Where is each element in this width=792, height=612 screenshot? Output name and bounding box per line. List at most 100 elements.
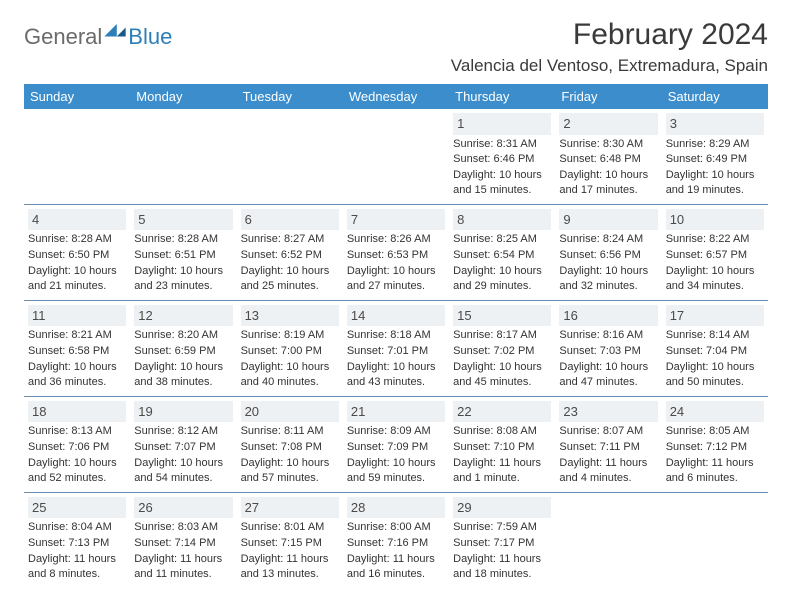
day-cell: 3Sunrise: 8:29 AMSunset: 6:49 PMDaylight… xyxy=(662,109,768,204)
sunset-text: Sunset: 7:09 PM xyxy=(347,440,445,455)
day-cell: 20Sunrise: 8:11 AMSunset: 7:08 PMDayligh… xyxy=(237,396,343,492)
sunrise-text: Sunrise: 8:20 AM xyxy=(134,328,232,343)
sunrise-text: Sunrise: 8:21 AM xyxy=(28,328,126,343)
daylight-text: Daylight: 11 hours and 4 minutes. xyxy=(559,456,657,486)
day-cell: 5Sunrise: 8:28 AMSunset: 6:51 PMDaylight… xyxy=(130,204,236,300)
day-cell xyxy=(237,109,343,204)
day-cell: 24Sunrise: 8:05 AMSunset: 7:12 PMDayligh… xyxy=(662,396,768,492)
sunrise-text: Sunrise: 8:04 AM xyxy=(28,520,126,535)
sunrise-text: Sunrise: 8:28 AM xyxy=(134,232,232,247)
daylight-text: Daylight: 11 hours and 6 minutes. xyxy=(666,456,764,486)
sunrise-text: Sunrise: 8:27 AM xyxy=(241,232,339,247)
daylight-text: Daylight: 11 hours and 16 minutes. xyxy=(347,552,445,582)
daylight-text: Daylight: 11 hours and 11 minutes. xyxy=(134,552,232,582)
day-cell: 21Sunrise: 8:09 AMSunset: 7:09 PMDayligh… xyxy=(343,396,449,492)
day-number: 8 xyxy=(453,209,551,231)
day-number: 9 xyxy=(559,209,657,231)
title-block: February 2024 Valencia del Ventoso, Extr… xyxy=(451,18,768,76)
sunrise-text: Sunrise: 8:28 AM xyxy=(28,232,126,247)
sunrise-text: Sunrise: 8:09 AM xyxy=(347,424,445,439)
day-number: 11 xyxy=(28,305,126,327)
day-number: 23 xyxy=(559,401,657,423)
sunrise-text: Sunrise: 8:03 AM xyxy=(134,520,232,535)
daylight-text: Daylight: 10 hours and 38 minutes. xyxy=(134,360,232,390)
day-header-saturday: Saturday xyxy=(662,84,768,109)
logo: General Blue xyxy=(24,24,172,50)
day-cell xyxy=(662,492,768,587)
day-cell xyxy=(555,492,661,587)
day-cell: 22Sunrise: 8:08 AMSunset: 7:10 PMDayligh… xyxy=(449,396,555,492)
daylight-text: Daylight: 10 hours and 15 minutes. xyxy=(453,168,551,198)
day-number: 25 xyxy=(28,497,126,519)
daylight-text: Daylight: 10 hours and 54 minutes. xyxy=(134,456,232,486)
week-row: 18Sunrise: 8:13 AMSunset: 7:06 PMDayligh… xyxy=(24,396,768,492)
day-cell: 29Sunrise: 7:59 AMSunset: 7:17 PMDayligh… xyxy=(449,492,555,587)
day-number: 24 xyxy=(666,401,764,423)
day-number: 5 xyxy=(134,209,232,231)
daylight-text: Daylight: 10 hours and 25 minutes. xyxy=(241,264,339,294)
sunrise-text: Sunrise: 8:13 AM xyxy=(28,424,126,439)
day-cell: 2Sunrise: 8:30 AMSunset: 6:48 PMDaylight… xyxy=(555,109,661,204)
day-cell: 10Sunrise: 8:22 AMSunset: 6:57 PMDayligh… xyxy=(662,204,768,300)
day-number: 4 xyxy=(28,209,126,231)
sunset-text: Sunset: 7:00 PM xyxy=(241,344,339,359)
daylight-text: Daylight: 10 hours and 57 minutes. xyxy=(241,456,339,486)
sunset-text: Sunset: 7:03 PM xyxy=(559,344,657,359)
day-number: 20 xyxy=(241,401,339,423)
sunrise-text: Sunrise: 7:59 AM xyxy=(453,520,551,535)
day-number: 16 xyxy=(559,305,657,327)
sunrise-text: Sunrise: 8:25 AM xyxy=(453,232,551,247)
sunset-text: Sunset: 6:59 PM xyxy=(134,344,232,359)
day-number: 26 xyxy=(134,497,232,519)
day-cell: 6Sunrise: 8:27 AMSunset: 6:52 PMDaylight… xyxy=(237,204,343,300)
daylight-text: Daylight: 10 hours and 23 minutes. xyxy=(134,264,232,294)
daylight-text: Daylight: 10 hours and 19 minutes. xyxy=(666,168,764,198)
daylight-text: Daylight: 10 hours and 47 minutes. xyxy=(559,360,657,390)
day-header-sunday: Sunday xyxy=(24,84,130,109)
day-header-thursday: Thursday xyxy=(449,84,555,109)
sunrise-text: Sunrise: 8:17 AM xyxy=(453,328,551,343)
day-cell xyxy=(343,109,449,204)
week-row: 1Sunrise: 8:31 AMSunset: 6:46 PMDaylight… xyxy=(24,109,768,204)
title-location: Valencia del Ventoso, Extremadura, Spain xyxy=(451,56,768,76)
day-cell: 13Sunrise: 8:19 AMSunset: 7:00 PMDayligh… xyxy=(237,300,343,396)
sunset-text: Sunset: 7:02 PM xyxy=(453,344,551,359)
day-cell: 8Sunrise: 8:25 AMSunset: 6:54 PMDaylight… xyxy=(449,204,555,300)
sunrise-text: Sunrise: 8:07 AM xyxy=(559,424,657,439)
daylight-text: Daylight: 10 hours and 52 minutes. xyxy=(28,456,126,486)
sunset-text: Sunset: 7:11 PM xyxy=(559,440,657,455)
sunrise-text: Sunrise: 8:08 AM xyxy=(453,424,551,439)
daylight-text: Daylight: 10 hours and 17 minutes. xyxy=(559,168,657,198)
sunrise-text: Sunrise: 8:19 AM xyxy=(241,328,339,343)
sunset-text: Sunset: 6:54 PM xyxy=(453,248,551,263)
daylight-text: Daylight: 11 hours and 13 minutes. xyxy=(241,552,339,582)
sunrise-text: Sunrise: 8:11 AM xyxy=(241,424,339,439)
sunset-text: Sunset: 6:50 PM xyxy=(28,248,126,263)
day-number: 12 xyxy=(134,305,232,327)
daylight-text: Daylight: 11 hours and 1 minute. xyxy=(453,456,551,486)
day-number: 2 xyxy=(559,113,657,135)
sunset-text: Sunset: 7:06 PM xyxy=(28,440,126,455)
daylight-text: Daylight: 10 hours and 43 minutes. xyxy=(347,360,445,390)
daylight-text: Daylight: 11 hours and 18 minutes. xyxy=(453,552,551,582)
sunrise-text: Sunrise: 8:18 AM xyxy=(347,328,445,343)
day-cell: 28Sunrise: 8:00 AMSunset: 7:16 PMDayligh… xyxy=(343,492,449,587)
day-number: 6 xyxy=(241,209,339,231)
sunrise-text: Sunrise: 8:16 AM xyxy=(559,328,657,343)
sunset-text: Sunset: 6:56 PM xyxy=(559,248,657,263)
day-number: 27 xyxy=(241,497,339,519)
day-number: 17 xyxy=(666,305,764,327)
daylight-text: Daylight: 10 hours and 27 minutes. xyxy=(347,264,445,294)
header-row: General Blue February 2024 Valencia del … xyxy=(24,18,768,76)
sunset-text: Sunset: 6:49 PM xyxy=(666,152,764,167)
sunset-text: Sunset: 7:12 PM xyxy=(666,440,764,455)
day-number: 13 xyxy=(241,305,339,327)
sunrise-text: Sunrise: 8:01 AM xyxy=(241,520,339,535)
logo-mark-icon xyxy=(104,24,126,40)
sunrise-text: Sunrise: 8:30 AM xyxy=(559,137,657,152)
calendar-body: 1Sunrise: 8:31 AMSunset: 6:46 PMDaylight… xyxy=(24,109,768,588)
sunset-text: Sunset: 6:58 PM xyxy=(28,344,126,359)
sunrise-text: Sunrise: 8:26 AM xyxy=(347,232,445,247)
daylight-text: Daylight: 10 hours and 40 minutes. xyxy=(241,360,339,390)
daylight-text: Daylight: 10 hours and 59 minutes. xyxy=(347,456,445,486)
